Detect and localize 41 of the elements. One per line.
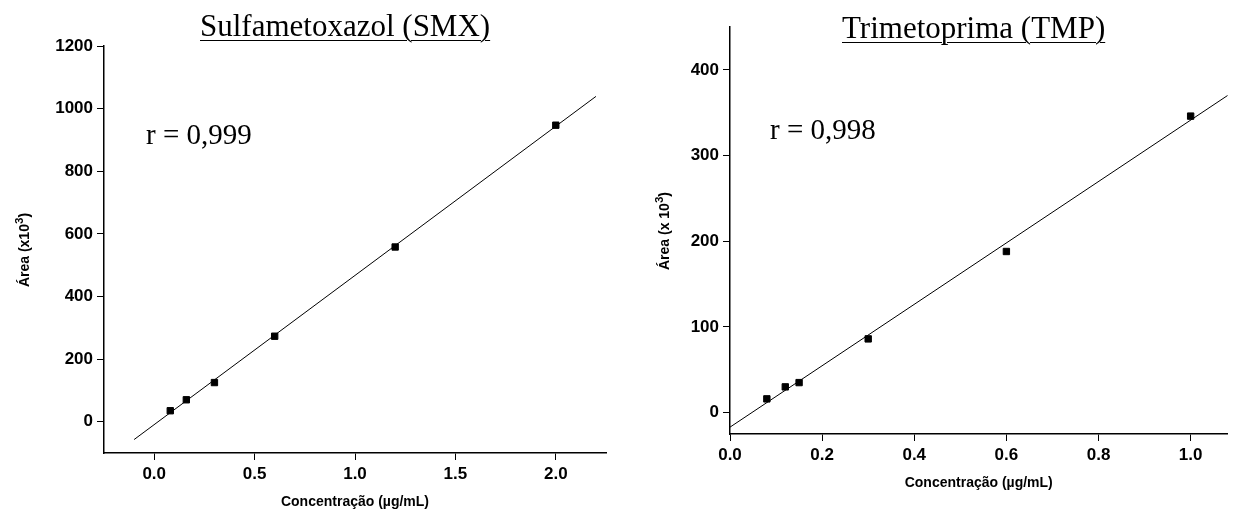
annotation: r = 0,999 bbox=[146, 118, 252, 151]
x-axis-title: Concentração (µg/mL) bbox=[904, 474, 1053, 490]
y-tick-label: 400 bbox=[64, 286, 93, 306]
point bbox=[552, 121, 560, 129]
y-tick-label: 1000 bbox=[55, 98, 93, 118]
y-tick-label: 300 bbox=[690, 145, 719, 165]
x-tick-label: 1.0 bbox=[343, 463, 367, 483]
y-tick-label: 800 bbox=[64, 160, 93, 180]
x-tick-label: 0.0 bbox=[142, 463, 167, 483]
x-tick-label: 0.0 bbox=[718, 444, 742, 464]
x-tick-label: 0.6 bbox=[994, 444, 1019, 464]
point bbox=[271, 332, 279, 340]
point bbox=[1002, 247, 1011, 256]
point bbox=[864, 335, 872, 343]
y-tick-label: 200 bbox=[64, 348, 93, 368]
x-tick-label: 0.2 bbox=[810, 444, 834, 464]
x-tick-label: 0.4 bbox=[902, 444, 927, 464]
point bbox=[781, 383, 789, 391]
point bbox=[1186, 112, 1195, 120]
point bbox=[763, 395, 771, 403]
chart-title: Trimetoprima (TMP) bbox=[842, 10, 1106, 46]
annotation: r = 0,998 bbox=[770, 113, 876, 146]
point bbox=[210, 378, 219, 387]
x-tick-label: 0.8 bbox=[1086, 444, 1111, 464]
x-tick-label: 1.0 bbox=[1178, 444, 1203, 464]
y-tick-label: 200 bbox=[690, 230, 719, 250]
x-tick-label: 2.0 bbox=[543, 463, 568, 483]
y-tick-label: 400 bbox=[690, 59, 719, 79]
x-tick-label: 0.5 bbox=[242, 463, 267, 483]
x-tick-label: 1.5 bbox=[443, 463, 468, 483]
y-tick-label: 600 bbox=[64, 223, 93, 243]
y-tick-label: 0 bbox=[83, 411, 93, 431]
y-tick-label: 1200 bbox=[55, 35, 93, 55]
point bbox=[182, 396, 191, 404]
point bbox=[795, 378, 803, 387]
y-tick-label: 100 bbox=[690, 316, 719, 336]
point bbox=[166, 407, 174, 415]
chart-title: Sulfametoxazol (SMX) bbox=[200, 8, 491, 44]
x-axis-title: Concentração (µg/mL) bbox=[280, 493, 430, 509]
y-tick-label: 0 bbox=[709, 402, 719, 422]
point bbox=[391, 243, 399, 251]
